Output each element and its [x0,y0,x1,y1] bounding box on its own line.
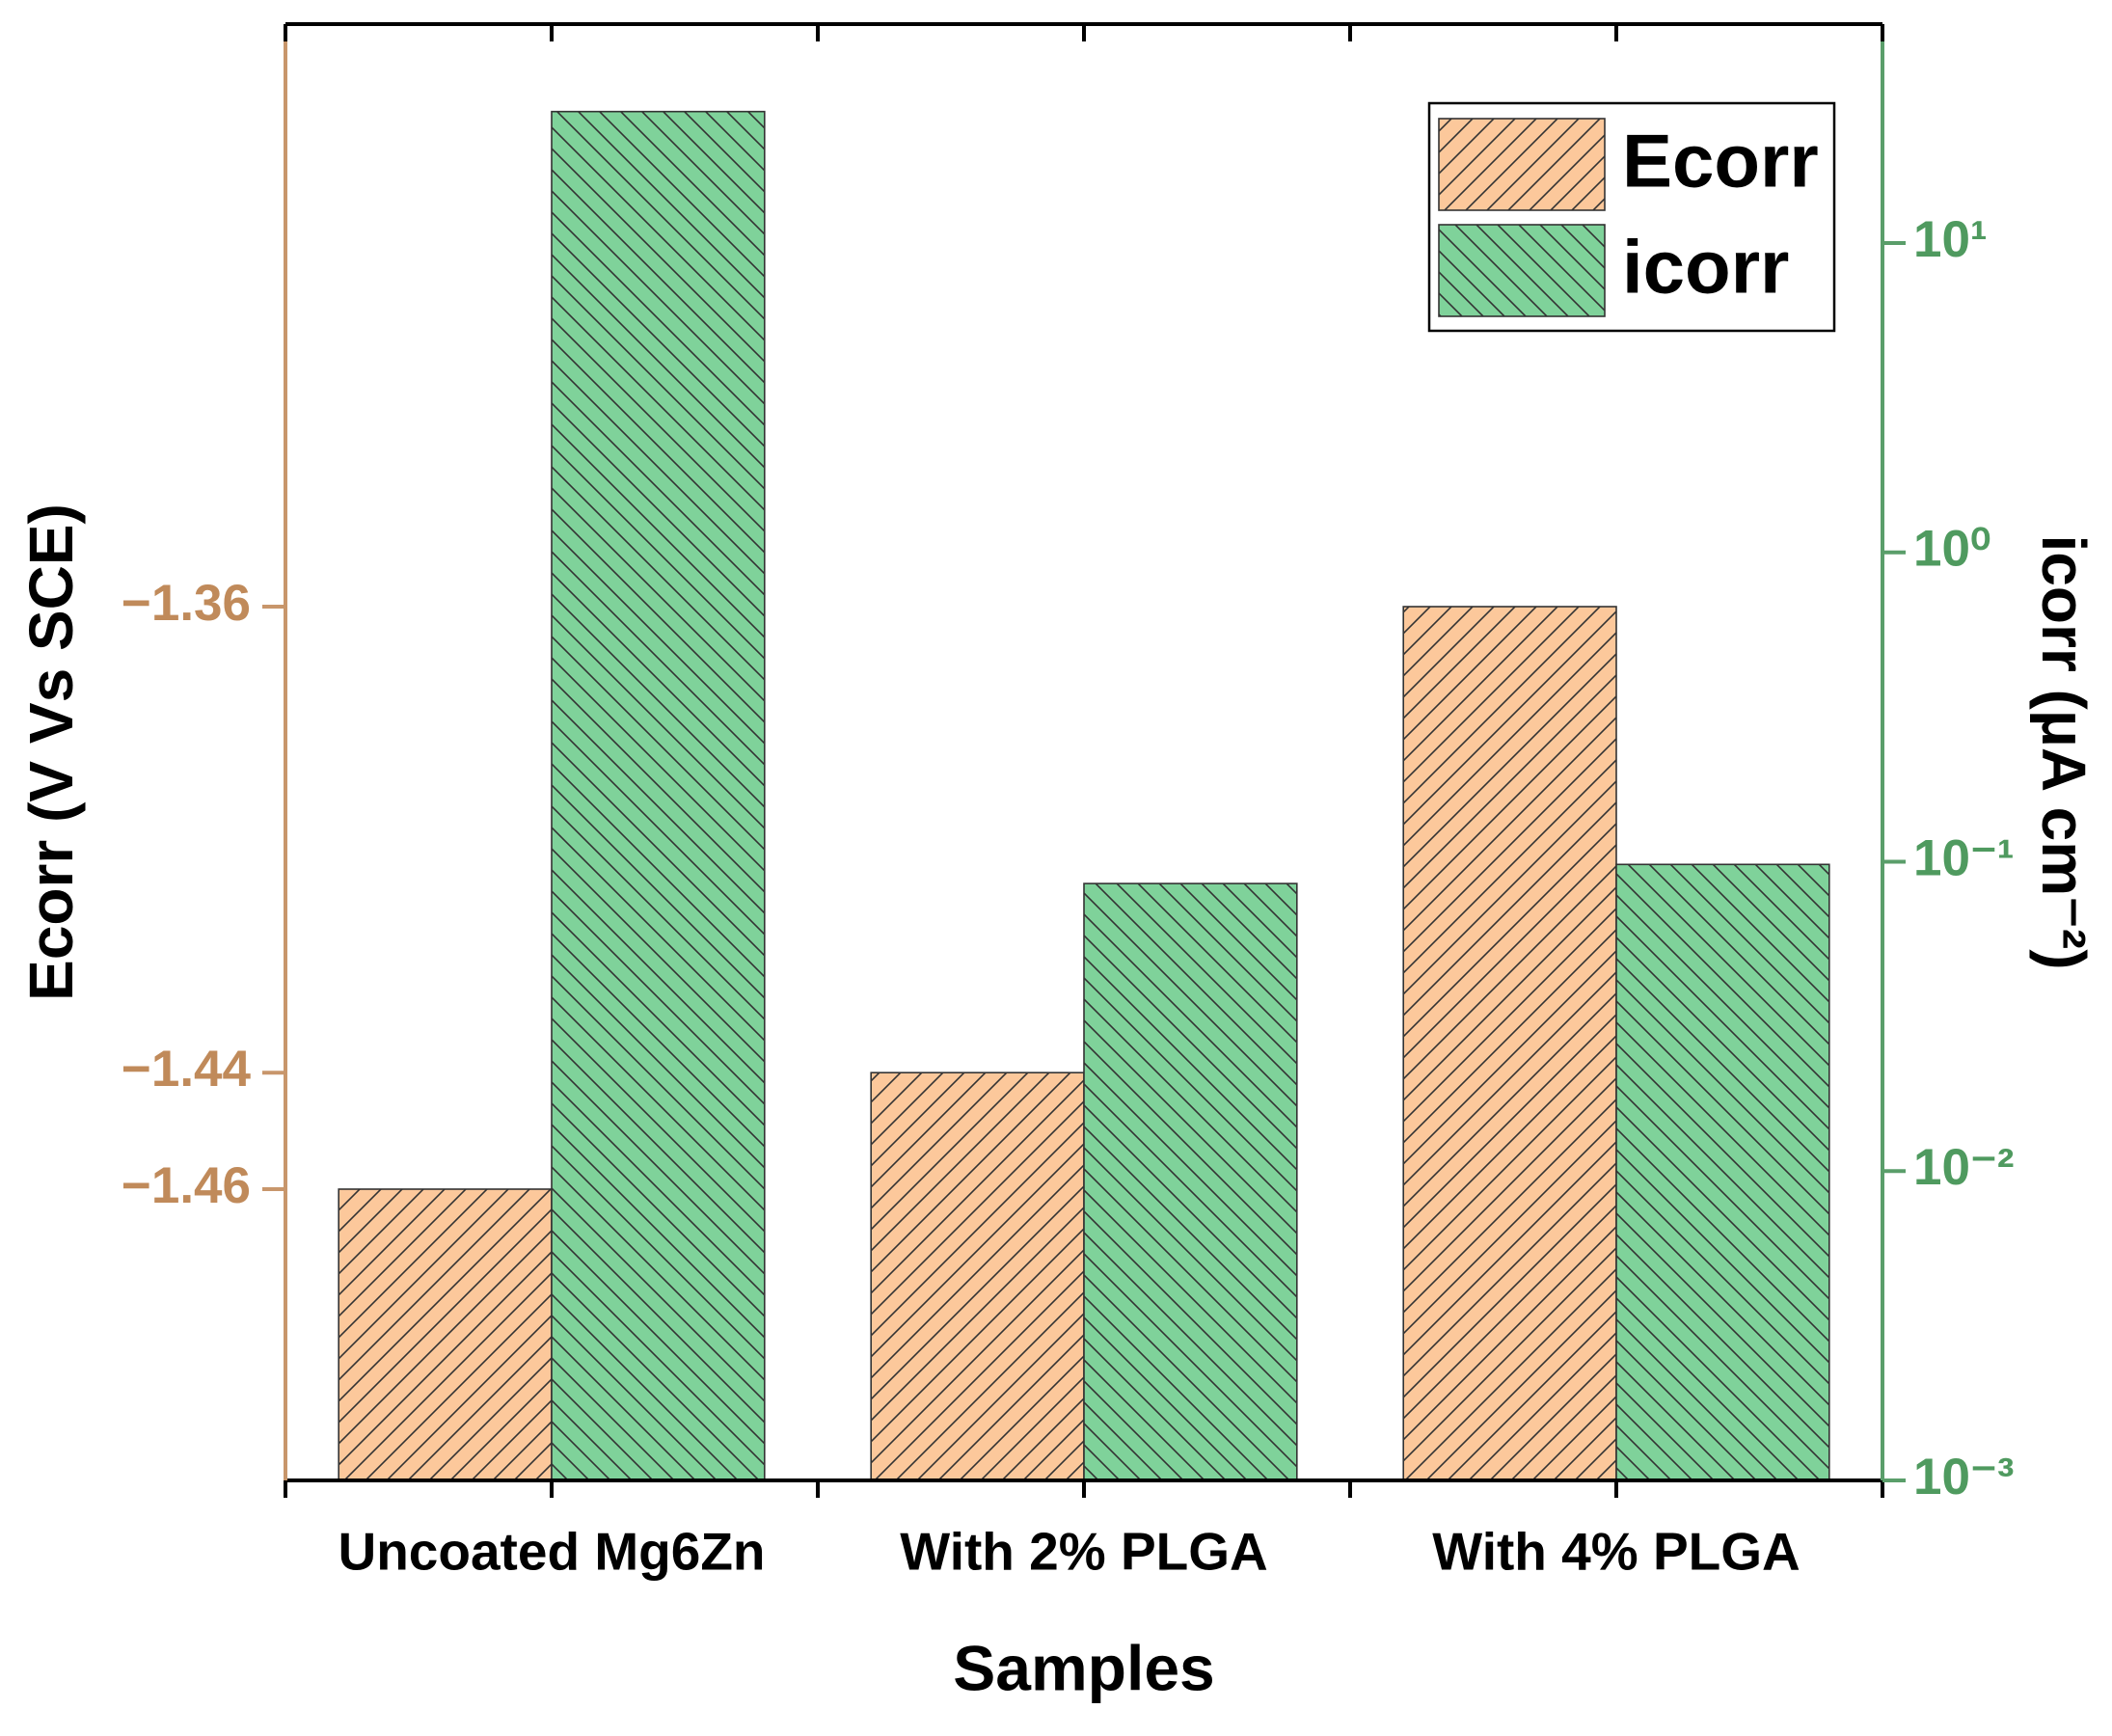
legend-label: Ecorr [1622,119,1819,203]
bar [338,1188,553,1481]
bar [1402,606,1617,1481]
x-tick-label: With 2% PLGA [900,1522,1267,1582]
y2-tick-label: 10¹ [1913,211,1988,268]
bar [870,1071,1085,1481]
x-tick-label: Uncoated Mg6Zn [338,1522,765,1582]
legend-label: icorr [1622,225,1789,310]
x-tick-label: With 4% PLGA [1432,1522,1800,1582]
y-tick-label: −1.44 [122,1041,252,1098]
y2-tick-label: 10⁻³ [1913,1449,2015,1505]
y2-axis-title: icorr (μA cm⁻²) [2029,534,2098,969]
bar [1615,863,1830,1481]
y2-tick-label: 10⁻¹ [1913,829,2015,886]
y-tick-label: −1.36 [122,575,251,632]
y2-tick-label: 10⁰ [1913,521,1990,578]
legend-swatch [1438,224,1606,317]
y-tick-label: −1.46 [122,1157,251,1214]
y-axis-title: Ecorr (V Vs SCE) [16,503,86,1001]
x-axis-title: Samples [953,1632,1214,1703]
y2-tick-label: 10⁻² [1913,1139,2015,1196]
legend-swatch [1438,118,1606,211]
bar [551,110,766,1481]
bar [1083,882,1298,1481]
